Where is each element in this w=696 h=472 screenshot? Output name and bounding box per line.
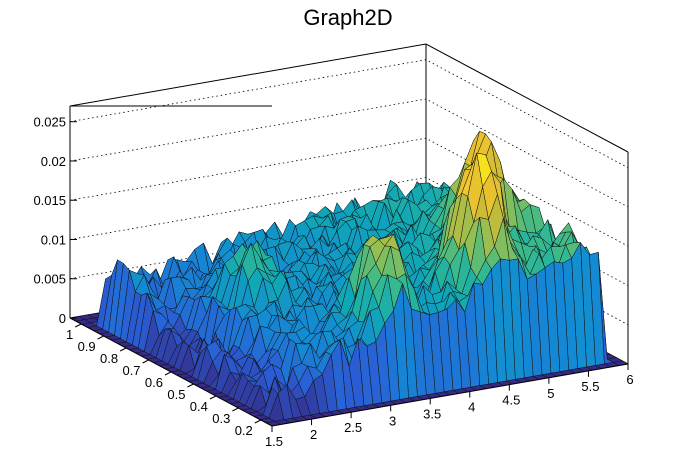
y-tick-label: 0.7: [122, 363, 140, 378]
y-tick-label: 0.9: [78, 339, 96, 354]
chart-title: Graph2D: [303, 5, 392, 30]
y-tick-mark: [232, 407, 239, 412]
z-tick-label: 0.01: [41, 232, 66, 247]
z-tick-label: 0.025: [33, 115, 66, 130]
y-tick-mark: [187, 383, 194, 388]
y-tick-label: 0.6: [145, 375, 163, 390]
x-tick-label: 6: [626, 372, 633, 387]
y-tick-label: 0.5: [167, 387, 185, 402]
x-tick-label: 5.5: [581, 379, 599, 394]
x-axis-line: [271, 363, 629, 427]
z-gridline: [69, 59, 629, 169]
back-top-edge: [69, 43, 629, 153]
x-tick-label: 5: [547, 386, 554, 401]
z-gridline: [69, 98, 629, 208]
x-tick-label: 2: [310, 427, 317, 442]
z-gridline: [69, 137, 629, 247]
y-tick-label: 0.4: [190, 399, 208, 414]
z-tick-label: 0.015: [33, 193, 66, 208]
y-tick-mark: [164, 371, 172, 376]
y-tick-label: 0.8: [100, 351, 118, 366]
z-tick-label: 0.005: [33, 272, 66, 287]
y-tick-label: 0.3: [212, 411, 230, 426]
y-tick-mark: [254, 419, 262, 424]
y-tick-mark: [97, 335, 104, 340]
x-tick-label: 1.5: [265, 434, 283, 449]
axis-ticks: 0 0.005 0.01 0.015 0.02 0.025 1 0.9 0.8 0.7 0.6 0.5…: [33, 115, 633, 449]
x-tick-label: 4.5: [502, 393, 520, 408]
y-tick-mark: [119, 347, 127, 352]
y-tick-label: 1: [66, 327, 73, 342]
z-tick-label: 0: [59, 311, 66, 326]
surface-plot: [69, 131, 629, 427]
x-tick-label: 3: [389, 413, 396, 428]
y-tick-label: 0.2: [235, 423, 253, 438]
x-tick-label: 4: [468, 400, 475, 415]
y-tick-mark: [142, 359, 149, 364]
z-tick-label: 0.02: [41, 154, 66, 169]
y-tick-mark: [209, 395, 217, 400]
y-tick-mark: [74, 323, 82, 328]
x-tick-label: 3.5: [423, 406, 441, 421]
x-tick-label: 2.5: [344, 420, 362, 435]
